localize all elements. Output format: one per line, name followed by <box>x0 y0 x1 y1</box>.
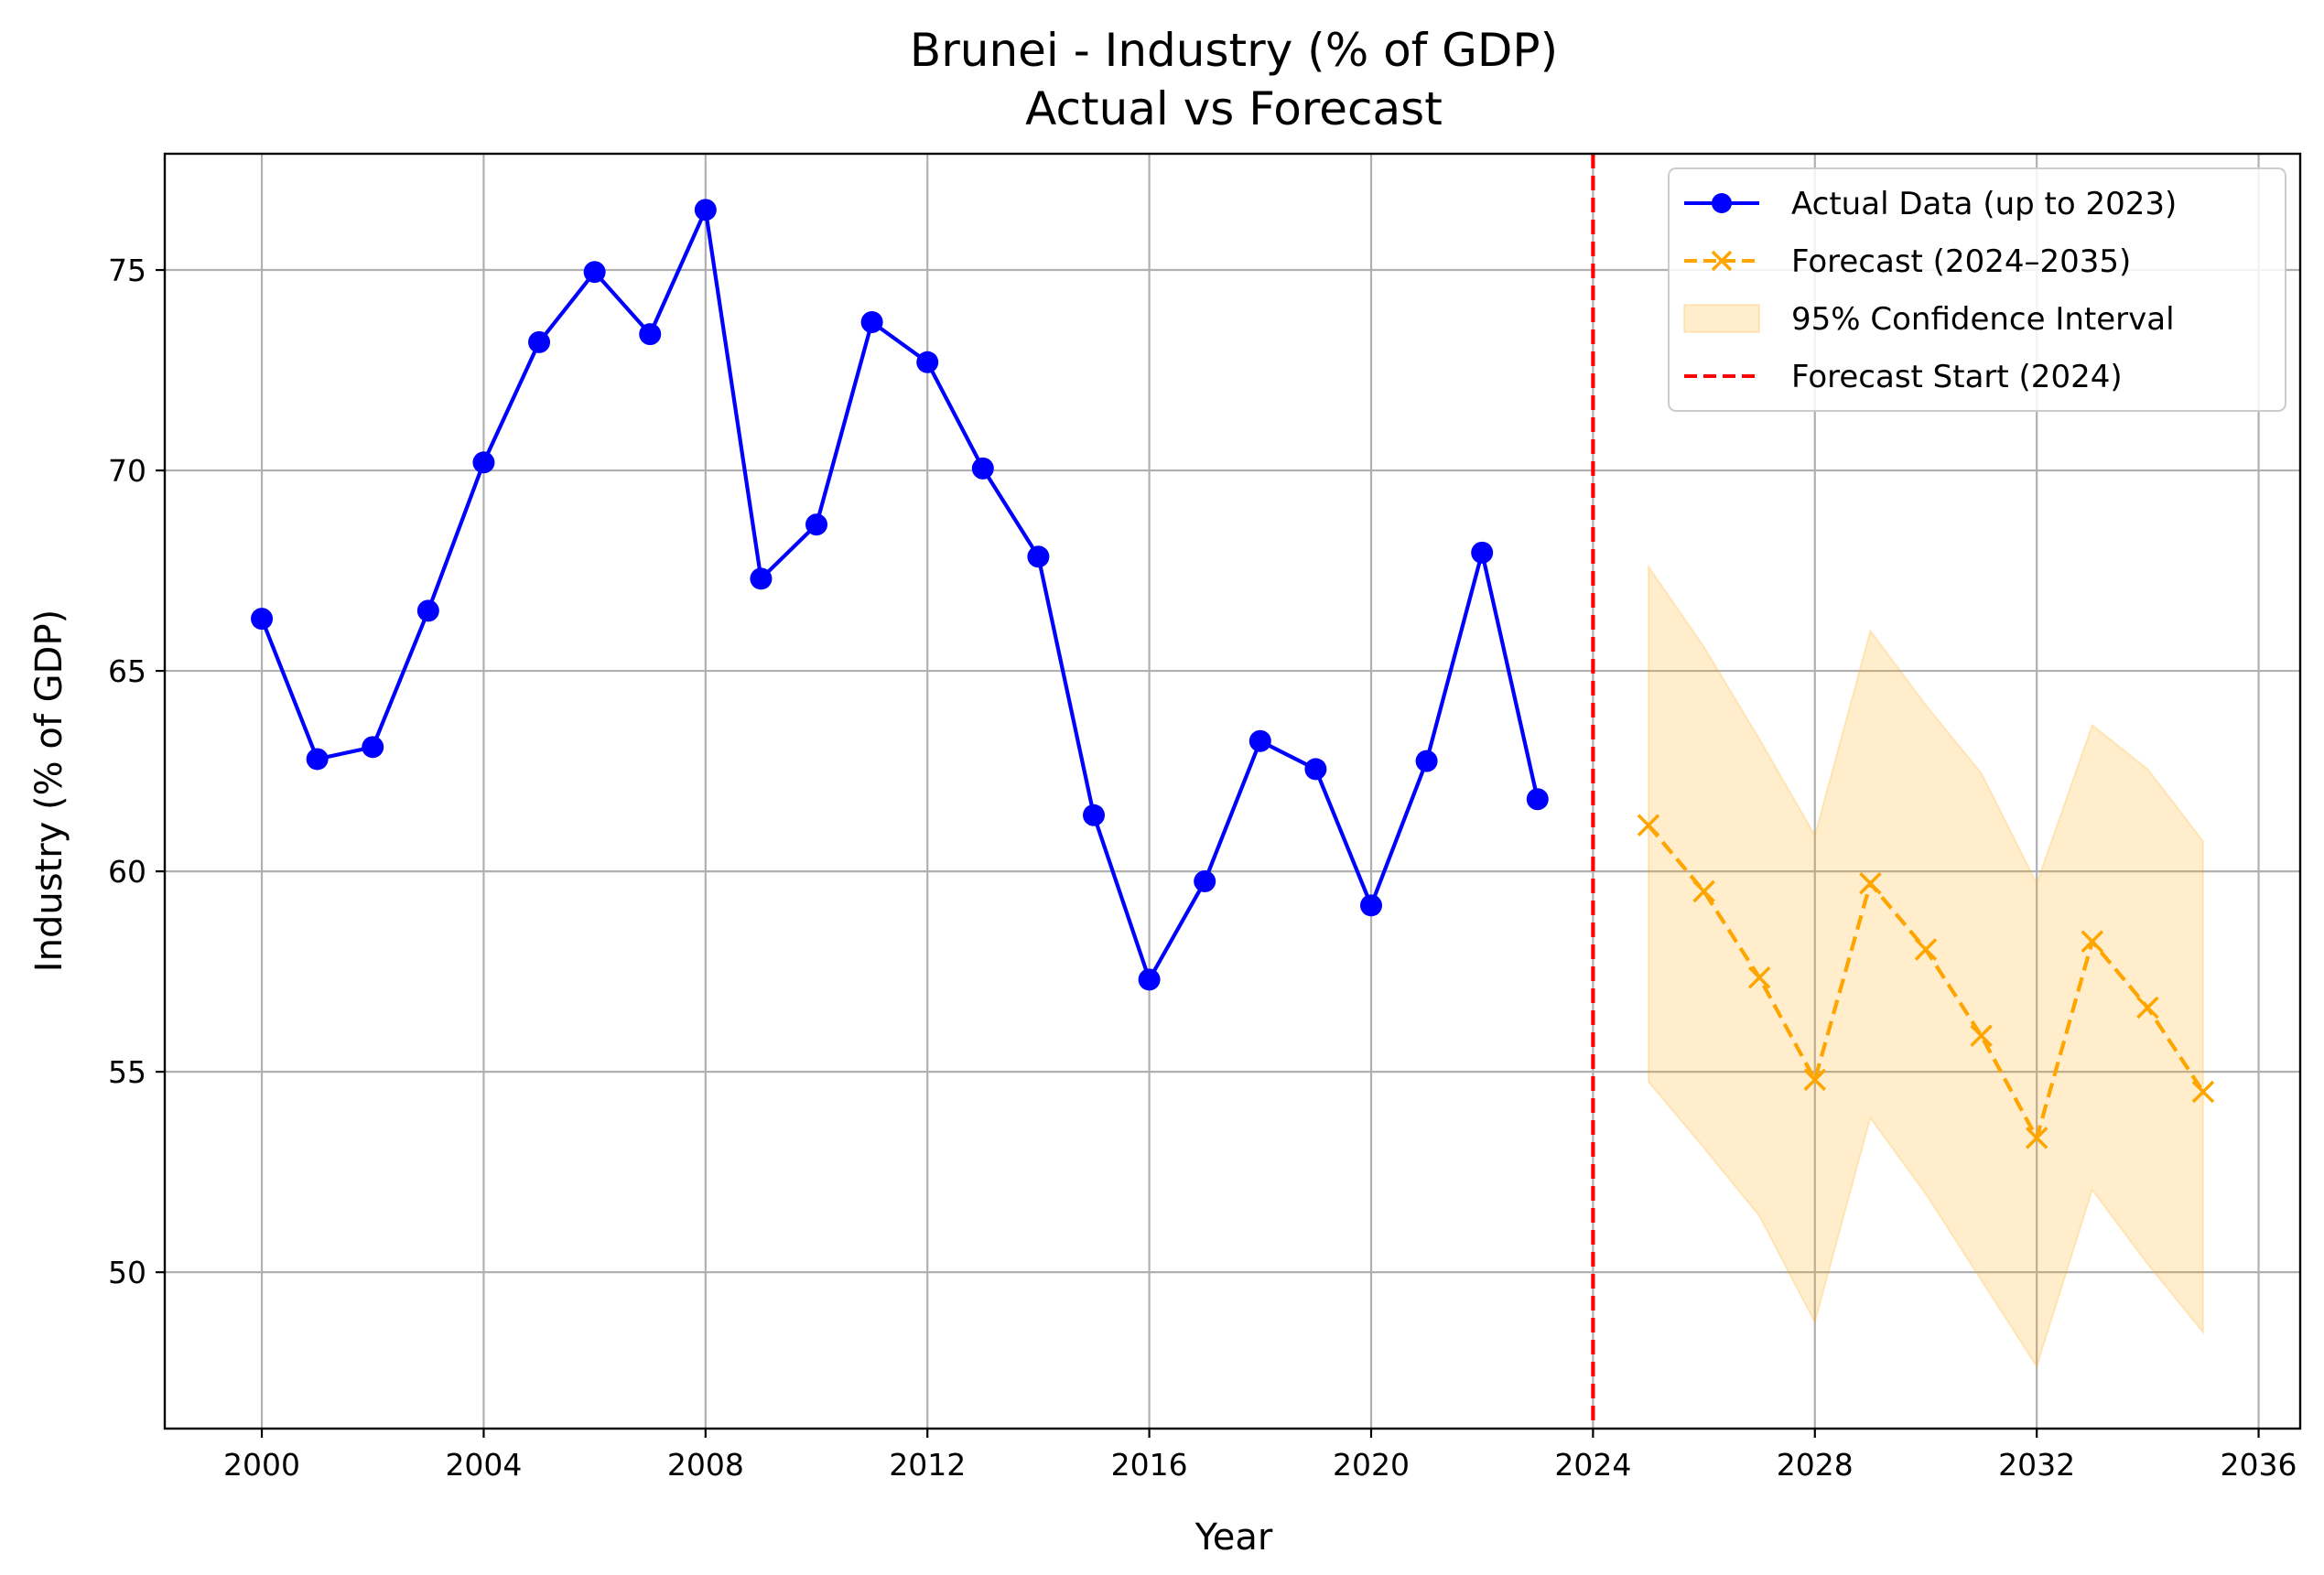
forecast-data-point <box>1692 879 1715 903</box>
x-tick-label: 2016 <box>1111 1447 1188 1483</box>
chart-subtitle: Actual vs Forecast <box>1025 82 1443 135</box>
forecast-data-point <box>2081 930 2103 954</box>
legend-forecast-label: Forecast (2024–2035) <box>1791 243 2131 280</box>
series-layer <box>251 154 2215 1429</box>
actual-data-point <box>639 323 662 346</box>
chart-title: Brunei - Industry (% of GDP) <box>910 24 1558 77</box>
x-axis-label: Year <box>1194 1516 1273 1559</box>
actual-data-point <box>472 451 495 474</box>
x-tick-label: 2024 <box>1554 1447 1631 1483</box>
actual-data-point <box>306 748 329 771</box>
x-tick-label: 2004 <box>445 1447 522 1483</box>
actual-data-point <box>251 608 274 631</box>
confidence-band-layer <box>1647 563 2204 1369</box>
y-tick-label: 70 <box>108 453 146 489</box>
actual-data-point <box>528 330 551 353</box>
actual-data-point <box>1248 729 1271 752</box>
grid <box>165 154 2300 1429</box>
actual-data-point <box>916 351 939 373</box>
forecast-data-point <box>1803 1068 1827 1092</box>
actual-data-point <box>1304 758 1327 781</box>
actual-data-point <box>1526 788 1549 811</box>
actual-data-point <box>1471 541 1494 564</box>
actual-data-point <box>1083 804 1106 826</box>
y-tick-label: 65 <box>108 653 146 689</box>
actual-data-point <box>1138 968 1161 991</box>
forecast-data-point <box>1637 814 1660 836</box>
x-tick-label: 2032 <box>1998 1447 2075 1483</box>
forecast-data-point <box>2025 1127 2048 1149</box>
y-tick-label: 50 <box>108 1255 146 1290</box>
x-tick-label: 2000 <box>223 1447 300 1483</box>
x-tick-label: 2008 <box>667 1447 744 1483</box>
x-tick-label: 2012 <box>889 1447 966 1483</box>
legend: Actual Data (up to 2023) Forecast (2024–… <box>1668 167 2286 412</box>
legend-start-label: Forecast Start (2024) <box>1791 359 2123 395</box>
actual-series-line <box>260 208 1540 982</box>
forecast-data-point <box>2191 1080 2215 1104</box>
forecast-data-point <box>2136 996 2159 1019</box>
forecast-data-point <box>1747 965 1771 989</box>
y-axis-label: Industry (% of GDP) <box>28 610 70 972</box>
legend-box <box>1668 167 2286 412</box>
actual-data-point <box>1194 870 1216 893</box>
actual-data-point <box>583 261 606 284</box>
y-tick-label: 55 <box>108 1054 146 1090</box>
y-tick-label: 60 <box>108 854 146 890</box>
actual-data-point <box>750 567 773 590</box>
legend-actual-marker <box>1712 193 1732 213</box>
actual-data-point <box>416 599 439 622</box>
x-tick-label: 2036 <box>2221 1447 2297 1483</box>
actual-data-point <box>1027 545 1050 568</box>
actual-data-point <box>860 310 883 333</box>
x-tick-label: 2028 <box>1777 1447 1854 1483</box>
actual-data-point <box>1359 894 1382 917</box>
actual-data-point <box>362 736 384 759</box>
plot-frame <box>163 152 2302 1430</box>
actual-data-point <box>694 199 717 221</box>
legend-forecast-marker <box>1711 250 1733 272</box>
actual-data-point <box>805 513 828 536</box>
legend-ci-swatch <box>1683 304 1760 333</box>
x-tick-label: 2020 <box>1333 1447 1410 1483</box>
actual-data-point <box>971 457 994 480</box>
forecast-data-point <box>1859 872 1882 895</box>
actual-data-point <box>1415 750 1438 772</box>
legend-actual-label: Actual Data (up to 2023) <box>1791 186 2177 222</box>
forecast-data-point <box>1970 1024 1993 1047</box>
ticks: 2000 2004 2008 2012 2016 2020 2024 2028 2032 2036… <box>108 253 2297 1483</box>
forecast-data-point <box>1914 938 1938 961</box>
confidence-interval-band <box>1647 563 2204 1369</box>
y-tick-label: 75 <box>108 253 146 288</box>
legend-ci-label: 95% Confidence Interval <box>1791 301 2175 338</box>
